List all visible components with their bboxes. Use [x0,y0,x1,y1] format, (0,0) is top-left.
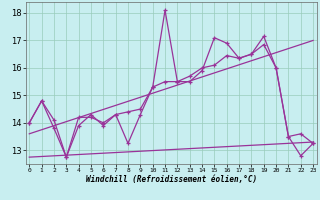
X-axis label: Windchill (Refroidissement éolien,°C): Windchill (Refroidissement éolien,°C) [86,175,257,184]
